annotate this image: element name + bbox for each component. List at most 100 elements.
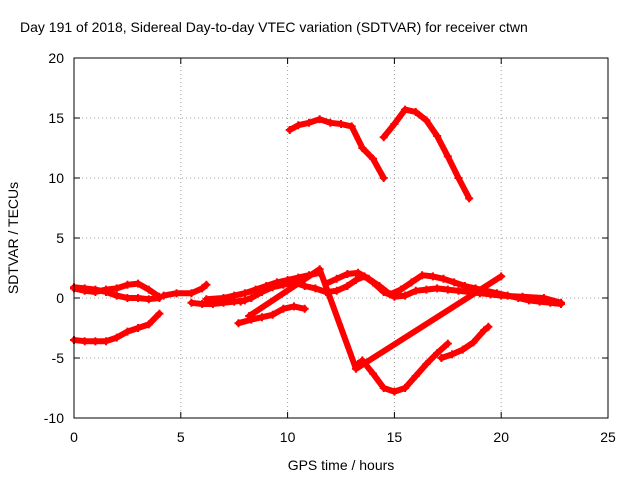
y-tick-label: 0 — [56, 290, 64, 306]
y-tick-label: 15 — [48, 110, 64, 126]
x-tick-label: 20 — [493, 429, 509, 445]
data-point — [433, 132, 442, 140]
x-tick-label: 0 — [70, 429, 78, 445]
data-point — [159, 291, 168, 300]
y-tick-label: -10 — [44, 410, 64, 426]
data-point — [369, 154, 378, 163]
data-point — [187, 289, 196, 298]
data-point — [396, 285, 405, 294]
data-point — [347, 122, 356, 131]
series-track-8 — [234, 302, 309, 328]
data-point — [379, 174, 388, 182]
data-point — [524, 296, 533, 305]
data-point — [144, 295, 153, 304]
data-series — [70, 105, 566, 396]
data-point — [411, 108, 420, 116]
y-tick-label: 10 — [48, 170, 64, 186]
data-point — [375, 282, 384, 290]
data-point — [546, 298, 555, 307]
data-point — [358, 144, 367, 152]
data-point — [134, 294, 143, 302]
data-point — [279, 280, 288, 289]
data-point — [401, 291, 410, 300]
data-point — [480, 326, 489, 335]
data-point — [155, 309, 164, 318]
data-point — [443, 152, 452, 161]
data-point — [379, 133, 388, 142]
data-point — [123, 280, 132, 289]
data-point — [198, 300, 207, 308]
data-point — [290, 302, 299, 311]
data-point — [503, 291, 512, 300]
data-point — [202, 295, 211, 304]
series-track-12 — [354, 339, 452, 396]
data-point — [144, 285, 153, 294]
data-point — [379, 384, 388, 392]
data-point — [257, 313, 266, 322]
data-point — [411, 372, 420, 380]
data-point — [443, 285, 452, 294]
data-point — [450, 278, 459, 287]
data-point — [454, 174, 463, 182]
data-point — [364, 274, 373, 283]
y-axis-title: SDTVAR / TECUs — [5, 182, 21, 294]
data-point — [460, 282, 469, 290]
data-point — [439, 274, 448, 283]
data-point — [240, 289, 249, 298]
data-point — [294, 121, 303, 130]
series-track-10 — [285, 115, 388, 182]
data-point — [428, 272, 437, 281]
data-point — [123, 294, 132, 302]
data-point — [422, 116, 431, 125]
data-point — [422, 285, 431, 294]
data-point — [102, 337, 111, 346]
data-point — [300, 282, 309, 290]
x-axis-title: GPS time / hours — [288, 457, 395, 473]
data-point — [202, 280, 211, 289]
data-point — [343, 282, 352, 290]
data-point — [514, 294, 523, 302]
data-point — [469, 338, 478, 347]
data-point — [304, 118, 313, 127]
data-point — [458, 345, 467, 354]
data-point — [285, 126, 294, 134]
data-point — [219, 294, 228, 302]
x-tick-label: 10 — [280, 429, 296, 445]
data-point — [557, 300, 566, 308]
x-tick-label: 5 — [177, 429, 185, 445]
data-point — [112, 291, 121, 300]
data-point — [187, 298, 196, 307]
series-isolated — [245, 265, 506, 373]
data-point — [437, 354, 446, 362]
data-point — [91, 285, 100, 294]
data-point — [144, 320, 153, 329]
data-point — [315, 265, 324, 274]
data-point — [134, 324, 143, 332]
data-point — [112, 333, 121, 342]
data-point — [484, 322, 493, 331]
data-point — [172, 289, 181, 298]
data-point — [497, 272, 506, 281]
data-point — [236, 297, 245, 306]
data-point — [465, 194, 474, 203]
data-point — [492, 289, 501, 298]
data-point — [326, 118, 335, 127]
series-trace — [355, 340, 451, 395]
data-point — [268, 283, 277, 292]
data-point — [418, 271, 427, 280]
x-tick-label: 25 — [600, 429, 616, 445]
data-point — [268, 310, 277, 319]
data-point — [315, 115, 324, 124]
data-point — [311, 284, 320, 293]
data-point — [448, 350, 457, 359]
series-track-11 — [379, 105, 474, 203]
series-track-3 — [159, 280, 211, 300]
series-track-7 — [322, 268, 566, 308]
data-point — [245, 312, 254, 320]
y-tick-label: 5 — [56, 230, 64, 246]
data-point — [411, 286, 420, 295]
y-tick-label: -5 — [52, 350, 65, 366]
data-point — [401, 105, 410, 114]
